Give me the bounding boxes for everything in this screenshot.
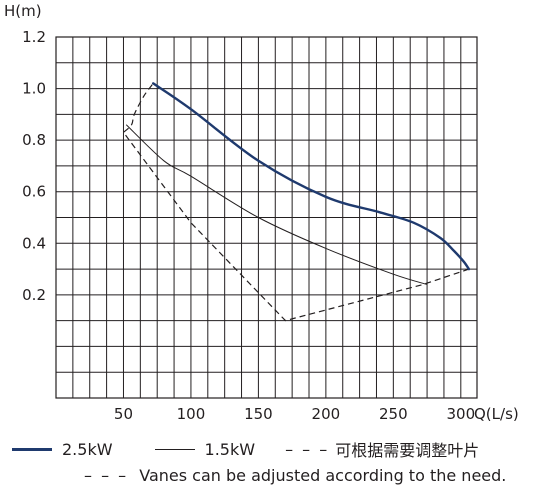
legend-item-2-5kw: 2.5kW: [12, 440, 113, 459]
y-tick-labels: 0.2 0.4 0.6 0.8 1.0 1.2: [22, 28, 46, 304]
y-axis-title: H(m): [4, 2, 42, 20]
legend-note: – – – Vanes can be adjusted according to…: [84, 466, 506, 485]
y-tick-label: 0.8: [22, 131, 46, 149]
legend-label-2-5kw: 2.5kW: [62, 439, 113, 459]
plot-frame: [55, 36, 478, 399]
y-tick-label: 1.0: [22, 80, 46, 98]
y-tick-label: 0.6: [22, 183, 46, 201]
x-tick-labels: 50 100 150 200 250 300: [114, 405, 475, 423]
legend: 2.5kW 1.5kW – – – 可根据需要调整叶片: [12, 437, 501, 461]
x-tick-label: 100: [177, 405, 206, 423]
y-tick-label: 0.4: [22, 234, 46, 252]
y-tick-label: 1.2: [22, 28, 46, 46]
legend-swatch-1-5kw: [154, 448, 195, 450]
x-tick-label: 200: [312, 405, 341, 423]
series-line-1-5kw: [125, 124, 428, 285]
series-lines: [122, 82, 471, 322]
x-axis-title: Q(L/s): [474, 405, 519, 423]
legend-note-dash-prefix: – – –: [84, 466, 129, 485]
x-tick-label: 150: [244, 405, 273, 423]
pump-curve-chart: 0.2 0.4 0.6 0.8 1.0 1.2 50 100 150 200 250 300 H(m…: [4, 2, 519, 423]
legend-swatch-2-5kw: [12, 447, 52, 451]
series-line-2-5kw: [152, 82, 471, 271]
x-tick-label: 50: [114, 405, 133, 423]
legend-label-1-5kw: 1.5kW: [204, 439, 256, 459]
x-tick-label: 300: [446, 405, 475, 423]
x-tick-label: 250: [379, 405, 408, 423]
y-tick-label: 0.2: [22, 286, 46, 304]
legend-item-adjust-cn: – – – 可根据需要调整叶片: [285, 437, 479, 461]
adjustment-boundary-line: [122, 83, 470, 322]
legend-item-1-5kw: 1.5kW: [154, 439, 256, 459]
legend-label-adjust-cn: 可根据需要调整叶片: [335, 441, 480, 460]
legend-dash-prefix: – – –: [285, 439, 330, 459]
grid: [55, 36, 477, 399]
plot-border: [55, 36, 478, 399]
legend-note-text: Vanes can be adjusted according to the n…: [139, 466, 507, 485]
